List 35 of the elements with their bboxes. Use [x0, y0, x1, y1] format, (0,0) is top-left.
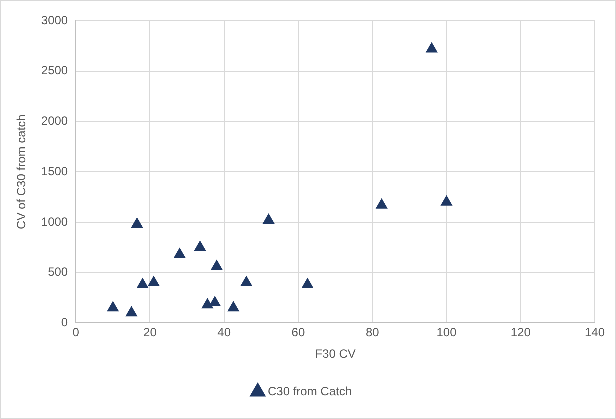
x-tick-label: 60 — [292, 326, 306, 340]
point — [211, 260, 223, 270]
point — [107, 302, 119, 312]
point — [240, 276, 252, 286]
x-tick-label: 120 — [510, 326, 532, 340]
y-tick-label: 1500 — [41, 164, 68, 178]
x-tick-label: 20 — [144, 326, 158, 340]
point — [148, 276, 160, 286]
point — [302, 278, 314, 288]
point — [376, 198, 388, 209]
x-tick-label: 0 — [72, 326, 80, 340]
y-tick-label: 500 — [48, 265, 68, 280]
y-tick-label: 3000 — [41, 13, 68, 28]
point — [126, 306, 138, 317]
x-tick-label: 140 — [584, 326, 606, 340]
point — [174, 248, 186, 258]
point — [228, 302, 240, 312]
point — [263, 214, 275, 224]
y-tick-label: 2000 — [41, 114, 68, 128]
point — [137, 278, 149, 288]
legend-label: C30 from Catch — [268, 384, 352, 398]
x-tick-label: 40 — [218, 326, 232, 340]
point — [209, 296, 221, 307]
x-tick-label: 80 — [366, 326, 380, 340]
y-axis-title: CV of C30 from catch — [14, 114, 29, 230]
point — [426, 42, 438, 53]
x-axis-title: F30 CV — [315, 347, 356, 362]
y-tick-label: 1000 — [41, 214, 68, 229]
point — [194, 241, 206, 252]
y-tick-label: 2500 — [41, 64, 68, 78]
point — [441, 196, 452, 206]
point — [202, 298, 214, 309]
x-tick-label: 100 — [436, 326, 458, 340]
point — [132, 218, 143, 228]
y-tick-label: 0 — [61, 316, 68, 330]
